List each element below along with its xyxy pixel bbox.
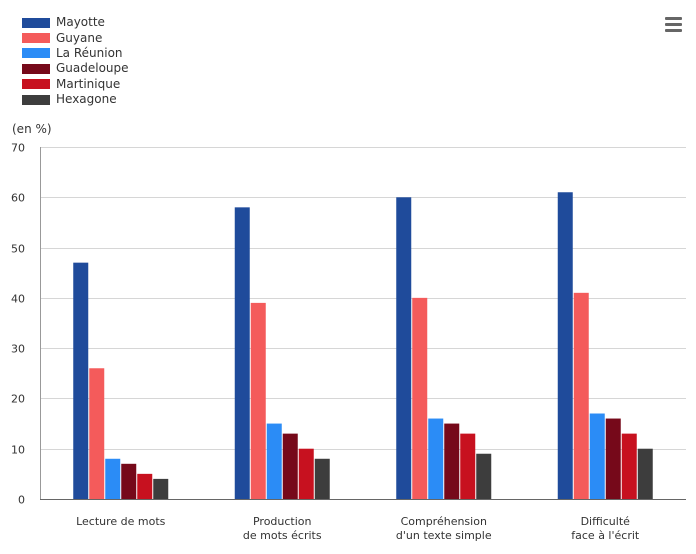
- bar[interactable]: [396, 197, 412, 500]
- bars: [73, 192, 653, 500]
- bar[interactable]: [137, 473, 153, 499]
- bar[interactable]: [476, 453, 492, 499]
- hamburger-menu-icon[interactable]: [665, 17, 682, 32]
- legend-label: Mayotte: [56, 15, 105, 30]
- bar[interactable]: [460, 433, 476, 499]
- y-tick-label: 50: [11, 243, 25, 256]
- x-tick-label: Production: [253, 515, 312, 528]
- legend-item[interactable]: Guyane: [22, 30, 129, 45]
- x-tick-label: Lecture de mots: [76, 515, 166, 528]
- legend-swatch: [22, 79, 50, 90]
- bar[interactable]: [444, 423, 460, 499]
- legend-item[interactable]: Martinique: [22, 77, 129, 92]
- legend-label: La Réunion: [56, 45, 123, 60]
- bar[interactable]: [589, 413, 605, 499]
- bar[interactable]: [234, 207, 250, 500]
- y-tick-label: 30: [11, 343, 25, 356]
- bar[interactable]: [298, 448, 314, 499]
- bar[interactable]: [73, 262, 89, 499]
- bar[interactable]: [266, 423, 282, 499]
- bar[interactable]: [105, 458, 121, 499]
- bar[interactable]: [621, 433, 637, 499]
- y-tick-label: 20: [11, 393, 25, 406]
- gridlines: [40, 147, 686, 500]
- legend-item[interactable]: Guadeloupe: [22, 61, 129, 76]
- legend-swatch: [22, 94, 50, 105]
- legend-label: Martinique: [56, 76, 121, 91]
- bar[interactable]: [153, 478, 169, 499]
- x-tick-label: d'un texte simple: [396, 529, 492, 542]
- legend-label: Hexagone: [56, 92, 117, 107]
- legend-item[interactable]: La Réunion: [22, 46, 129, 61]
- x-tick-label: de mots écrits: [243, 529, 322, 542]
- x-tick-label: Difficulté: [581, 515, 631, 528]
- bar[interactable]: [89, 368, 105, 499]
- y-tick-label: 0: [18, 494, 25, 507]
- legend-label: Guadeloupe: [56, 61, 129, 76]
- legend-item[interactable]: Hexagone: [22, 92, 129, 107]
- legend-item[interactable]: Mayotte: [22, 15, 129, 30]
- legend-swatch: [22, 48, 50, 59]
- bar[interactable]: [412, 297, 428, 499]
- bar[interactable]: [557, 192, 573, 499]
- bar[interactable]: [637, 448, 653, 499]
- bar[interactable]: [605, 418, 621, 499]
- y-tick-label: 40: [11, 293, 25, 306]
- bar[interactable]: [428, 418, 444, 499]
- bar[interactable]: [282, 433, 298, 499]
- y-axis: 0 10 20 30 40 50 60 70: [11, 142, 41, 507]
- legend-swatch: [22, 33, 50, 44]
- bar[interactable]: [121, 463, 137, 499]
- x-tick-label: face à l'écrit: [571, 529, 640, 542]
- y-tick-label: 60: [11, 192, 25, 205]
- bar[interactable]: [573, 292, 589, 499]
- legend-swatch: [22, 63, 50, 74]
- y-tick-label: 70: [11, 142, 25, 155]
- y-axis-unit-label: (en %): [12, 122, 52, 136]
- legend-swatch: [22, 17, 50, 28]
- bar[interactable]: [314, 458, 330, 499]
- legend-label: Guyane: [56, 30, 103, 45]
- x-tick-label: Compréhension: [401, 515, 487, 528]
- bar[interactable]: [250, 302, 266, 499]
- legend: Mayotte Guyane La Réunion Guadeloupe Martini…: [22, 15, 129, 107]
- y-tick-label: 10: [11, 444, 25, 457]
